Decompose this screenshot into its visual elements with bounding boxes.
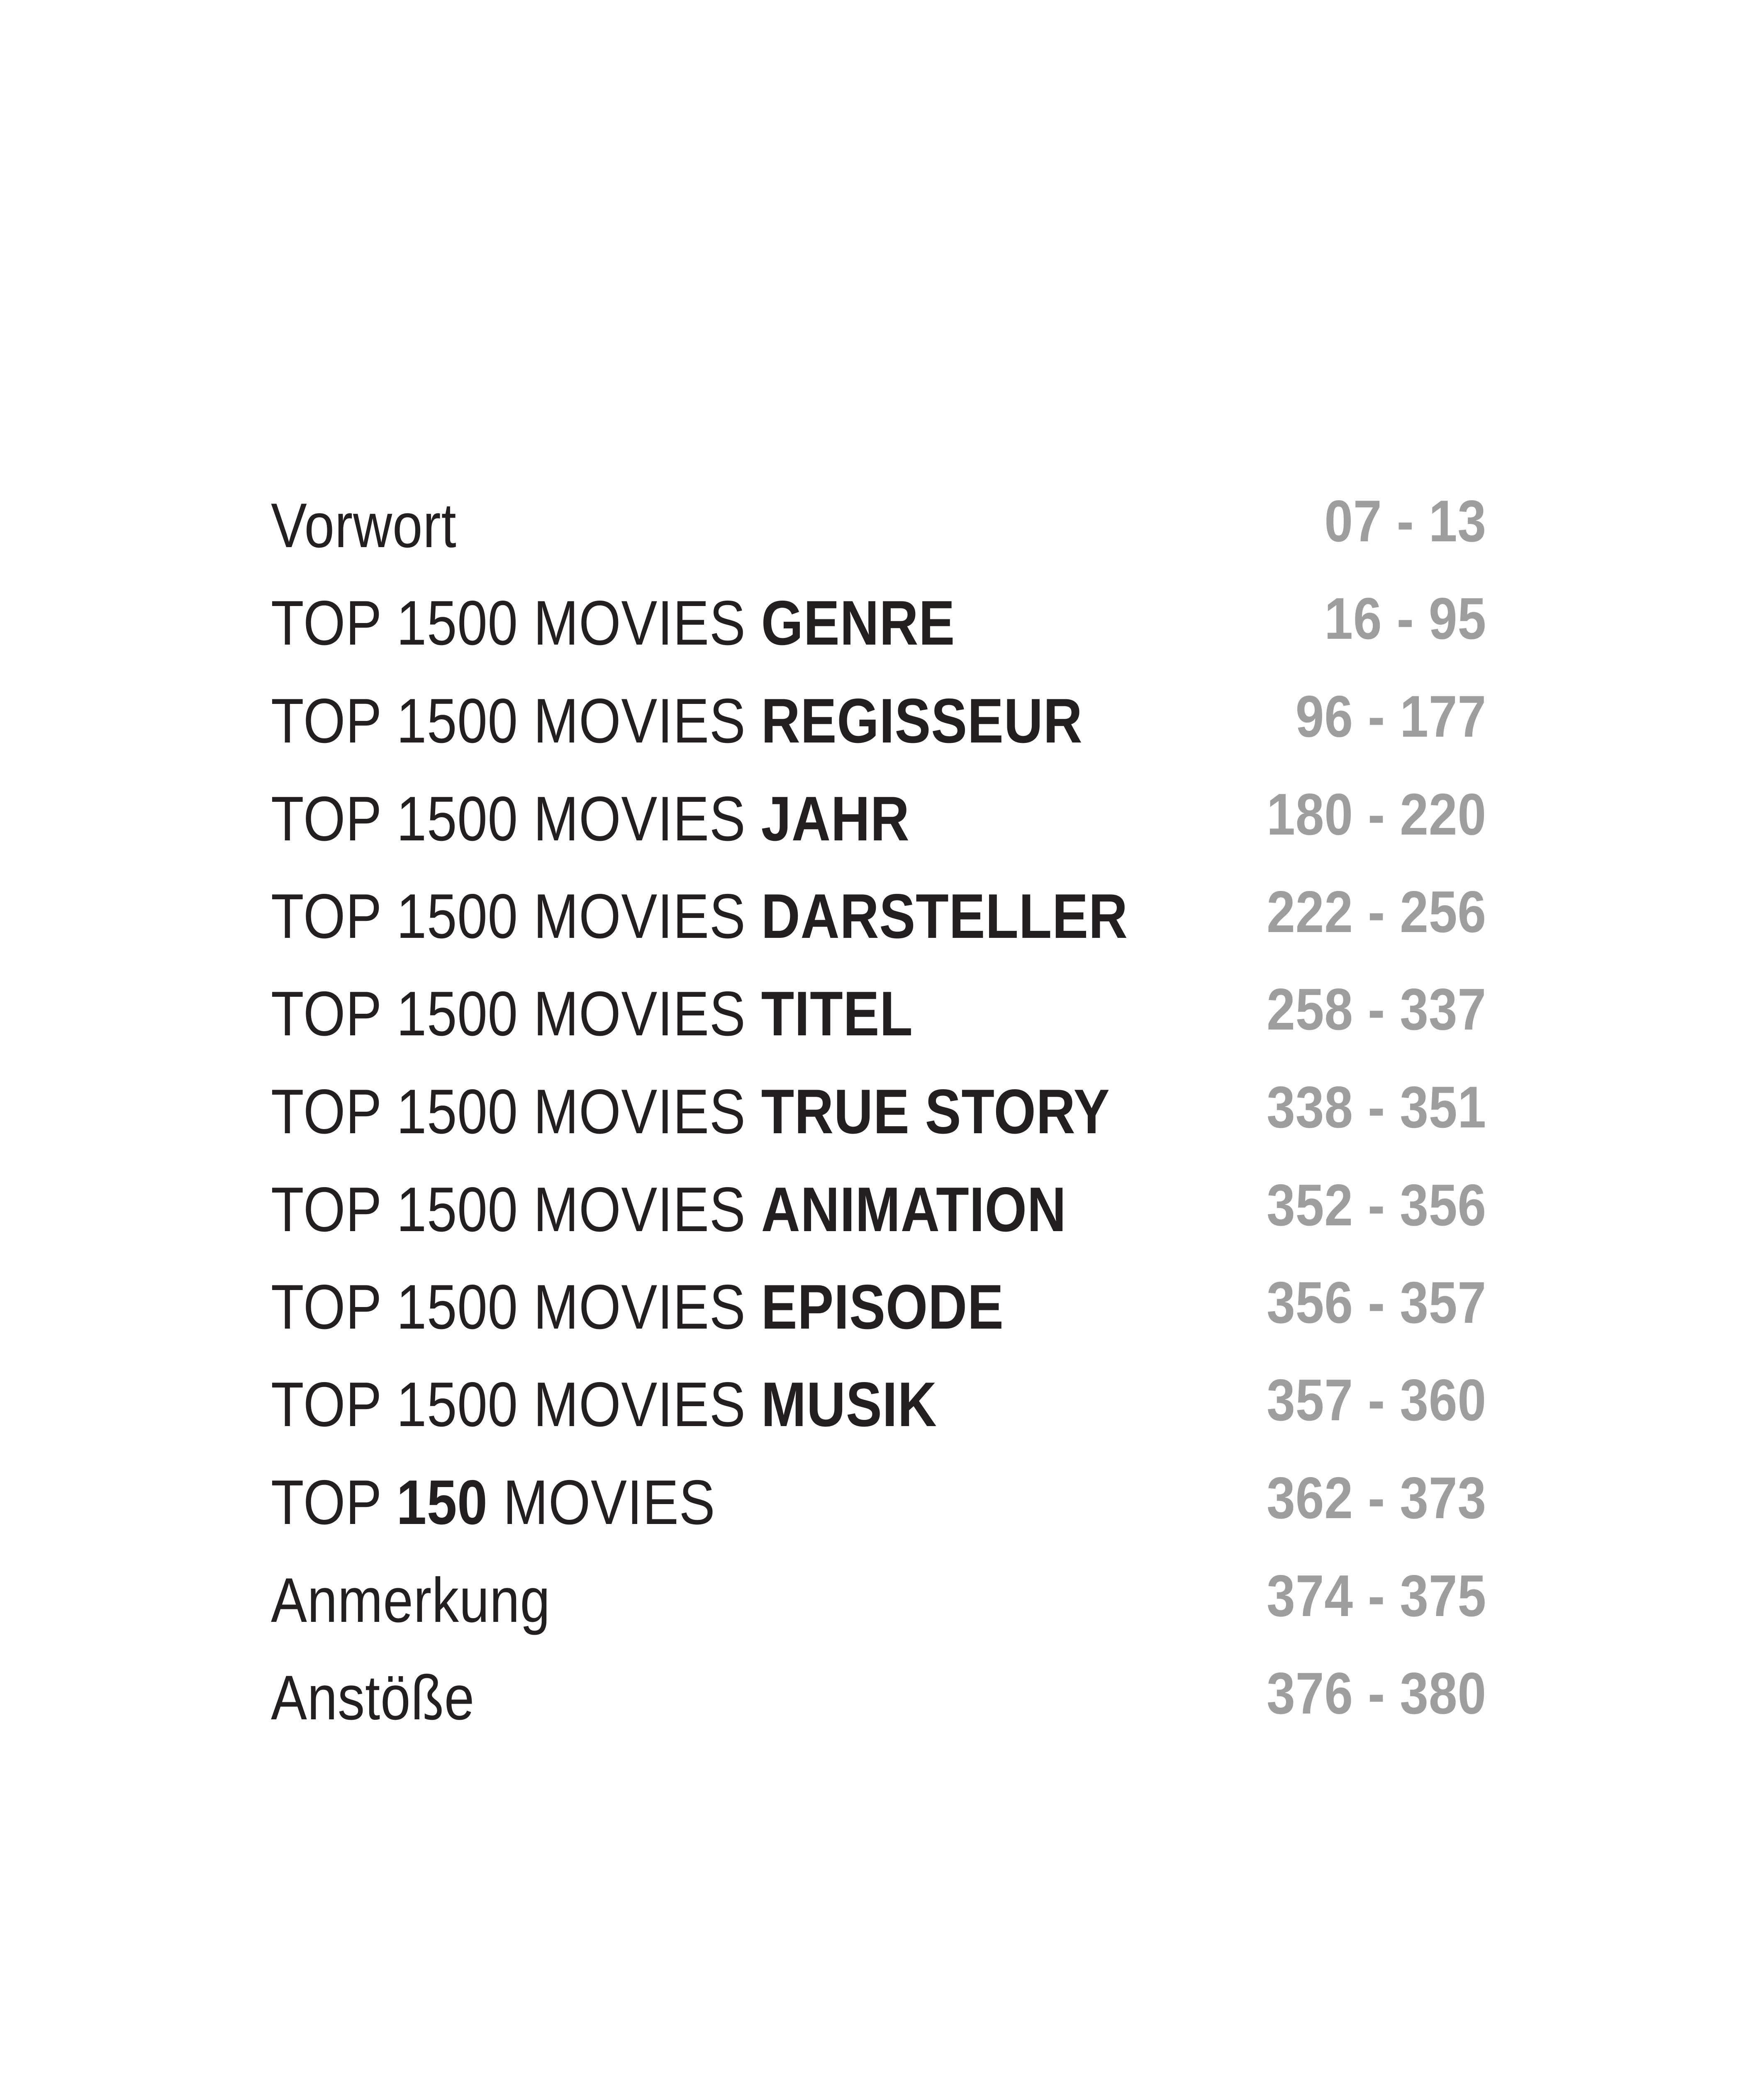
svg-text:180 - 220: 180 - 220	[1267, 782, 1486, 847]
svg-text:96 - 177: 96 - 177	[1296, 684, 1486, 750]
svg-text:TOP 1500 MOVIES ANIMATION: TOP 1500 MOVIES ANIMATION	[271, 1174, 1067, 1245]
svg-text:338 - 351: 338 - 351	[1267, 1075, 1486, 1140]
svg-text:Anmerkung: Anmerkung	[271, 1565, 551, 1636]
svg-text:352 - 356: 352 - 356	[1267, 1173, 1486, 1238]
svg-text:376 - 380: 376 - 380	[1267, 1661, 1486, 1726]
svg-text:07 - 13: 07 - 13	[1324, 489, 1486, 554]
svg-text:222 - 256: 222 - 256	[1267, 879, 1486, 945]
svg-text:Anstöße: Anstöße	[271, 1663, 475, 1733]
svg-text:TOP 1500 MOVIES MUSIK: TOP 1500 MOVIES MUSIK	[271, 1369, 937, 1440]
svg-text:Vorwort: Vorwort	[271, 490, 457, 561]
svg-text:362 - 373: 362 - 373	[1267, 1465, 1486, 1531]
svg-text:TOP 1500 MOVIES JAHR: TOP 1500 MOVIES JAHR	[271, 784, 910, 854]
svg-text:TOP 1500 MOVIES GENRE: TOP 1500 MOVIES GENRE	[271, 588, 955, 658]
svg-text:TOP 1500 MOVIES TRUE STORY: TOP 1500 MOVIES TRUE STORY	[271, 1076, 1110, 1147]
svg-text:374 - 375: 374 - 375	[1267, 1563, 1486, 1629]
svg-text:TOP 1500 MOVIES EPISODE: TOP 1500 MOVIES EPISODE	[271, 1272, 1004, 1342]
svg-text:TOP 1500 MOVIES TITEL: TOP 1500 MOVIES TITEL	[271, 979, 913, 1049]
svg-text:357 - 360: 357 - 360	[1267, 1368, 1486, 1433]
svg-text:TOP 150 MOVIES: TOP 150 MOVIES	[271, 1467, 715, 1538]
svg-text:258 - 337: 258 - 337	[1267, 977, 1486, 1042]
svg-text:TOP 1500 MOVIES REGISSEUR: TOP 1500 MOVIES REGISSEUR	[271, 686, 1083, 756]
svg-text:TOP 1500 MOVIES DARSTELLER: TOP 1500 MOVIES DARSTELLER	[271, 881, 1128, 952]
svg-text:356 - 357: 356 - 357	[1267, 1270, 1486, 1336]
svg-text:16 - 95: 16 - 95	[1324, 586, 1486, 652]
